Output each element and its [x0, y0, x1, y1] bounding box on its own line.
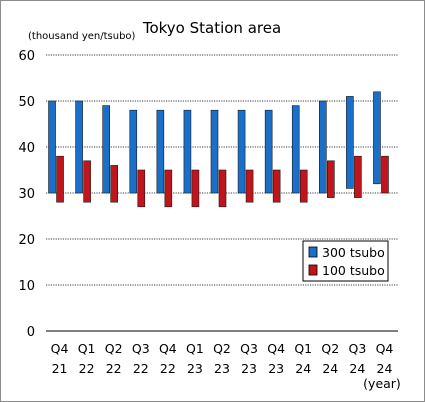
legend-swatch-300-tsubo	[308, 246, 318, 258]
x-tick-quarter: Q2	[105, 341, 123, 356]
bar-100-tsubo	[191, 169, 200, 208]
bar-300-tsubo	[183, 109, 192, 194]
legend-label-100-tsubo: 100 tsubo	[322, 263, 385, 278]
x-tick-year: 22	[160, 361, 176, 376]
x-tick-year: 22	[79, 361, 95, 376]
x-tick-year: 24	[322, 361, 338, 376]
y-tick-label: 0	[27, 325, 35, 340]
x-tick-year: 24	[349, 361, 365, 376]
x-tick-quarter: Q1	[78, 341, 96, 356]
bar-300-tsubo	[319, 100, 327, 194]
bar-300-tsubo	[237, 109, 246, 194]
y-tick-label: 40	[18, 141, 35, 156]
bar-300-tsubo	[291, 105, 300, 194]
x-tick-quarter: Q2	[213, 341, 231, 356]
y-unit-label: (thousand yen/tsubo)	[28, 31, 136, 42]
legend: 300 tsubo 100 tsubo	[302, 240, 389, 282]
bar-300-tsubo	[210, 109, 219, 194]
x-tick-labels: Q4 21 Q1 22 Q2 22 Q3 22 Q4 22 Q1 23 Q2 23 Q3 23 Q4 23 Q1 24…	[51, 341, 394, 376]
bar-300-tsubo	[75, 100, 83, 194]
legend-label-300-tsubo: 300 tsubo	[322, 245, 385, 260]
x-tick-quarter: Q3	[348, 341, 366, 356]
x-tick-quarter: Q2	[321, 341, 339, 356]
bar-100-tsubo	[381, 155, 389, 194]
bar-100-tsubo	[272, 169, 281, 203]
y-tick-label: 30	[18, 187, 35, 202]
legend-swatch-100-tsubo	[308, 264, 318, 276]
bar-300-tsubo	[346, 96, 354, 189]
x-tick-quarter: Q4	[267, 341, 285, 356]
x-tick-year: 23	[241, 361, 257, 376]
bar-100-tsubo	[137, 169, 146, 208]
chart-title: Tokyo Station area	[142, 19, 281, 37]
x-tick-year: 23	[268, 361, 284, 376]
x-tick-year: 22	[133, 361, 149, 376]
bar-300-tsubo	[264, 109, 273, 194]
x-tick-quarter: Q4	[376, 341, 394, 356]
y-tick-labels: 0 10 20 30 40 50 60	[18, 49, 35, 340]
y-tick-label: 10	[18, 279, 35, 294]
x-tick-quarter: Q3	[240, 341, 258, 356]
bar-100-tsubo	[83, 160, 91, 203]
bar-100-tsubo	[56, 155, 64, 203]
x-tick-quarter: Q1	[186, 341, 204, 356]
x-tick-quarter: Q3	[132, 341, 150, 356]
y-tick-label: 50	[18, 95, 35, 110]
x-tick-quarter: Q4	[159, 341, 177, 356]
bar-100-tsubo	[327, 160, 335, 198]
x-tick-year: 23	[214, 361, 230, 376]
x-tick-year: 22	[106, 361, 122, 376]
bar-300-tsubo	[156, 109, 165, 194]
x-tick-year: 21	[52, 361, 68, 376]
x-unit-label: (year)	[363, 376, 401, 391]
x-tick-quarter: Q1	[294, 341, 312, 356]
bar-100-tsubo	[245, 169, 254, 203]
x-tick-year: 24	[377, 361, 393, 376]
x-tick-year: 24	[295, 361, 311, 376]
bar-300-tsubo	[129, 109, 138, 194]
bar-100-tsubo	[354, 155, 362, 198]
bar-100-tsubo	[164, 169, 173, 208]
bar-300-tsubo	[48, 100, 56, 194]
bars	[48, 91, 389, 208]
bar-100-tsubo	[110, 165, 118, 203]
x-tick-year: 23	[187, 361, 203, 376]
x-tick-quarter: Q4	[51, 341, 69, 356]
bar-300-tsubo	[102, 105, 110, 194]
y-tick-label: 20	[18, 233, 35, 248]
bar-100-tsubo	[299, 169, 308, 203]
bar-300-tsubo	[373, 91, 381, 185]
y-tick-label: 60	[18, 49, 35, 64]
bar-100-tsubo	[218, 169, 227, 208]
